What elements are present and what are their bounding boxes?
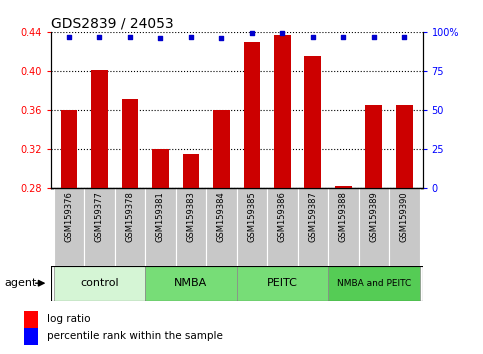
Bar [358, 188, 389, 266]
Text: GSM159390: GSM159390 [400, 192, 409, 242]
Point [309, 34, 317, 39]
Text: GSM159387: GSM159387 [308, 192, 317, 242]
Bar [298, 188, 328, 266]
Bar [237, 188, 267, 266]
Text: control: control [80, 278, 119, 288]
Bar [24, 311, 38, 328]
Text: NMBA: NMBA [174, 278, 208, 288]
Point [187, 34, 195, 39]
Point [248, 30, 256, 36]
Text: GSM159377: GSM159377 [95, 192, 104, 242]
Bar [84, 188, 115, 266]
Text: log ratio: log ratio [47, 314, 91, 324]
Bar [152, 149, 169, 188]
Point [126, 34, 134, 39]
Text: PEITC: PEITC [267, 278, 298, 288]
Bar [304, 56, 321, 188]
Bar [183, 154, 199, 188]
Bar [206, 188, 237, 266]
Point [96, 34, 103, 39]
Bar [122, 99, 138, 188]
Bar [366, 105, 382, 188]
Bar [61, 110, 77, 188]
Text: GDS2839 / 24053: GDS2839 / 24053 [51, 17, 173, 31]
Bar [213, 110, 230, 188]
Bar [389, 188, 420, 266]
Bar [328, 266, 420, 301]
Bar [54, 188, 84, 266]
Bar [274, 35, 291, 188]
Point [65, 34, 73, 39]
Bar [396, 105, 412, 188]
Bar [243, 42, 260, 188]
Bar [267, 188, 298, 266]
Text: GSM159385: GSM159385 [247, 192, 256, 242]
Bar [115, 188, 145, 266]
Bar [335, 186, 352, 188]
Text: GSM159388: GSM159388 [339, 192, 348, 242]
Text: percentile rank within the sample: percentile rank within the sample [47, 331, 223, 341]
Bar [24, 328, 38, 345]
Text: GSM159384: GSM159384 [217, 192, 226, 242]
Text: GSM159376: GSM159376 [65, 192, 73, 242]
Bar [328, 188, 358, 266]
Bar [91, 70, 108, 188]
Point [400, 34, 408, 39]
Text: GSM159383: GSM159383 [186, 192, 196, 242]
Text: agent: agent [5, 278, 37, 288]
Text: GSM159389: GSM159389 [369, 192, 378, 242]
Bar [176, 188, 206, 266]
Text: GSM159381: GSM159381 [156, 192, 165, 242]
Text: GSM159378: GSM159378 [126, 192, 134, 242]
Point [279, 30, 286, 36]
Bar [145, 188, 176, 266]
Bar [237, 266, 328, 301]
Point [156, 35, 164, 41]
Point [370, 34, 378, 39]
Point [217, 35, 225, 41]
Bar [54, 266, 145, 301]
Bar [145, 266, 237, 301]
Text: GSM159386: GSM159386 [278, 192, 287, 242]
Point [340, 34, 347, 39]
Text: NMBA and PEITC: NMBA and PEITC [337, 279, 411, 288]
